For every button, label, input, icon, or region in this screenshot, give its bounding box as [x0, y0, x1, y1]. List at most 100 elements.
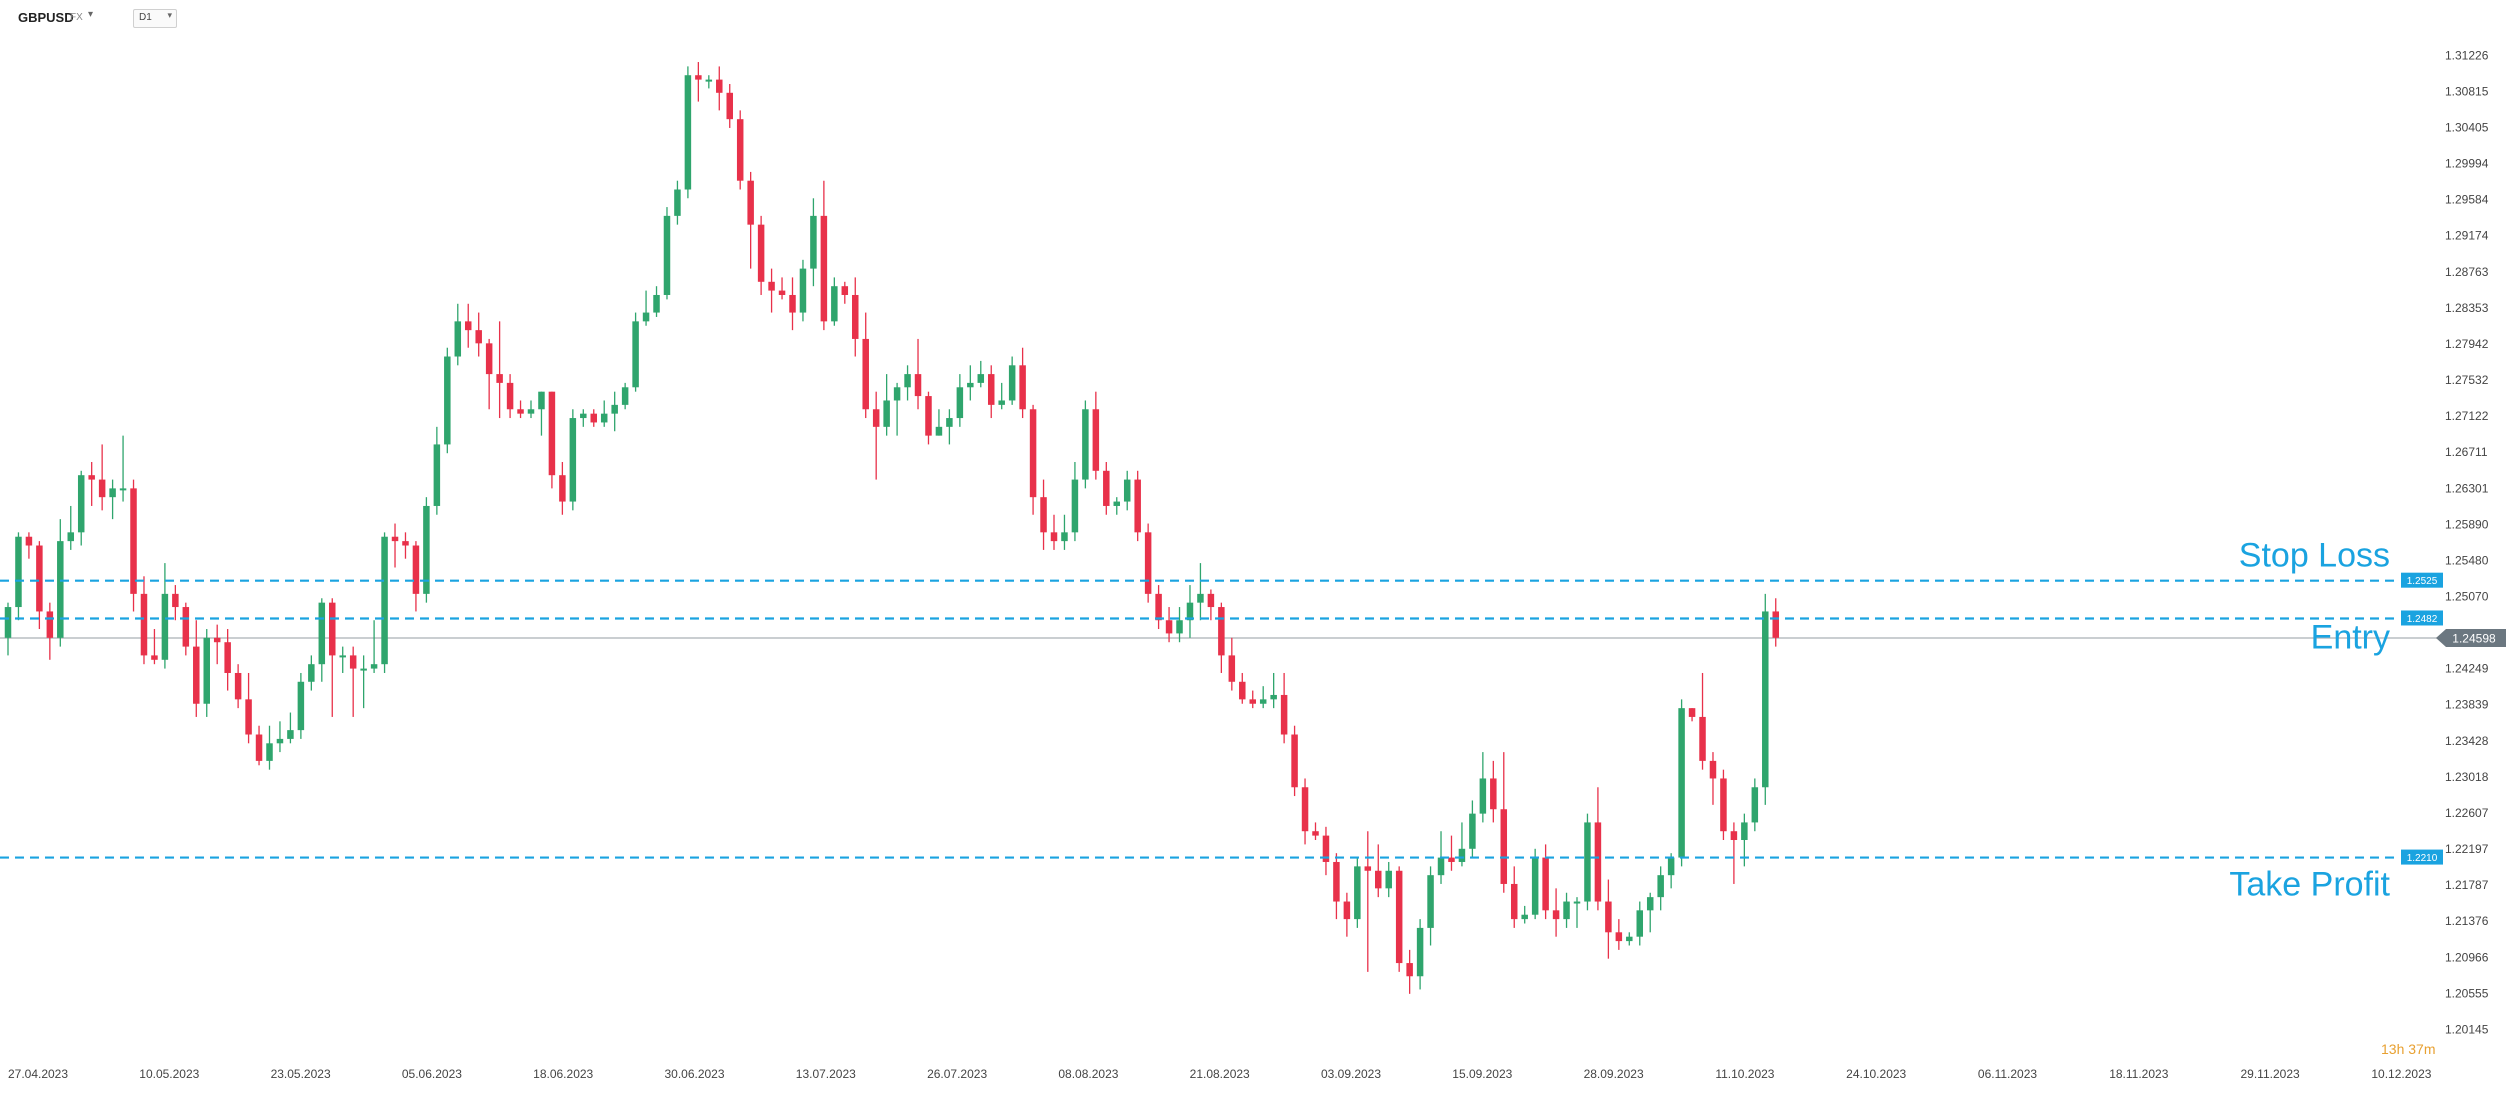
candle-body	[653, 294, 660, 313]
candle	[1092, 391, 1100, 480]
candle-body	[1427, 875, 1434, 928]
candle	[57, 519, 64, 647]
x-tick-label: 08.08.2023	[1058, 1067, 1118, 1081]
y-tick-label: 1.25890	[2445, 517, 2489, 531]
candle-body	[1113, 501, 1121, 506]
candle-body	[768, 281, 775, 291]
timeframe-select[interactable]: D1 ▾	[133, 9, 177, 28]
candle	[663, 207, 671, 300]
candle-body	[1155, 593, 1162, 621]
candle	[1500, 752, 1508, 893]
candle	[841, 281, 849, 304]
candle	[1730, 822, 1738, 884]
candle-body	[663, 215, 671, 295]
candle	[925, 391, 932, 445]
candle	[736, 110, 744, 190]
candle	[716, 66, 723, 111]
candle	[1479, 752, 1487, 823]
candle-body	[329, 602, 336, 656]
x-tick-label: 18.11.2023	[2109, 1067, 2168, 1081]
candle-body	[1730, 831, 1738, 841]
candle	[1123, 470, 1131, 511]
candle	[695, 62, 702, 102]
candle-body	[1144, 532, 1152, 594]
y-tick-label: 1.31226	[2445, 48, 2489, 62]
candle-body	[1699, 716, 1706, 761]
candle	[1008, 356, 1016, 405]
candle-body	[1207, 593, 1215, 608]
take-profit-label: Take Profit	[2229, 866, 2390, 904]
candle	[1688, 708, 1696, 722]
candle	[831, 277, 838, 326]
candle-body	[402, 541, 409, 546]
candle	[433, 426, 441, 515]
candle-body	[98, 479, 106, 498]
candle	[1605, 879, 1612, 959]
candle	[15, 532, 22, 621]
candle	[747, 171, 754, 269]
candle-body	[1552, 910, 1560, 920]
candle	[88, 462, 95, 506]
candle-body	[1657, 875, 1664, 898]
candle	[339, 646, 346, 673]
candle	[1186, 585, 1194, 638]
entry-tag-label: 1.2482	[2407, 614, 2438, 625]
candle	[213, 624, 221, 665]
candle	[485, 338, 493, 410]
candle	[1165, 607, 1173, 643]
candle	[130, 479, 137, 612]
candle	[1176, 607, 1183, 643]
candle	[1542, 844, 1549, 920]
entry-label: Entry	[2311, 618, 2390, 656]
x-tick-label: 29.11.2023	[2241, 1067, 2300, 1081]
candle-body	[203, 637, 210, 704]
candle	[1510, 866, 1518, 928]
x-tick-label: 10.05.2023	[139, 1067, 199, 1081]
candle-body	[820, 215, 828, 322]
x-tick-label: 15.09.2023	[1452, 1067, 1512, 1081]
y-tick-label: 1.27532	[2445, 373, 2489, 387]
candle	[1228, 637, 1236, 691]
candle	[234, 664, 242, 709]
candle-body	[1573, 901, 1581, 904]
y-tick-label: 1.20555	[2445, 986, 2489, 1000]
candle	[1584, 813, 1591, 911]
candle	[1521, 905, 1528, 924]
candle	[1103, 462, 1110, 515]
candle-body	[1040, 497, 1047, 533]
candle-body	[642, 312, 650, 322]
candle	[1490, 760, 1497, 823]
candle-body	[1082, 409, 1089, 480]
candle	[423, 497, 430, 603]
candle-body	[946, 418, 953, 427]
candle-body	[904, 374, 911, 388]
candle	[412, 541, 420, 612]
candle	[778, 277, 786, 300]
candle-body	[433, 444, 441, 506]
candle-body	[1280, 694, 1288, 735]
candle-body	[705, 79, 713, 82]
x-tick-label: 11.10.2023	[1715, 1067, 1774, 1081]
candle-body	[632, 321, 639, 388]
candle	[548, 391, 556, 489]
y-tick-label: 1.20145	[2445, 1022, 2489, 1036]
candle-body	[1197, 593, 1204, 603]
symbol-label[interactable]: GBPUSD	[18, 10, 74, 25]
candle	[1364, 831, 1372, 972]
candle	[1312, 822, 1319, 841]
candle	[1113, 497, 1121, 515]
candle-body	[872, 409, 880, 427]
candle	[914, 338, 922, 410]
candle-body	[914, 374, 922, 397]
chart-toolbar: GBPUSD FX ▾ D1 ▾	[0, 0, 2400, 36]
candle	[810, 198, 817, 287]
candle	[632, 312, 639, 392]
candle-body	[1103, 470, 1110, 506]
candle-body	[1594, 822, 1602, 902]
candle	[46, 602, 54, 660]
candle-body	[339, 655, 346, 658]
candle-body	[778, 290, 786, 295]
chevron-down-icon[interactable]: ▾	[88, 9, 94, 20]
candle	[946, 409, 953, 445]
